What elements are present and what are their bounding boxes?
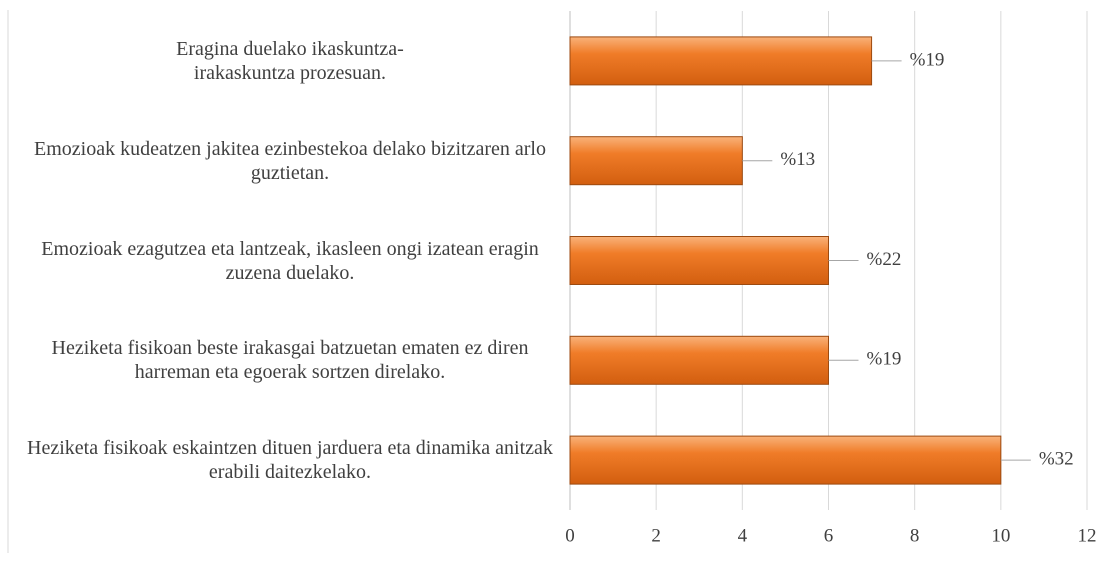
x-tick-label: 0 — [565, 525, 575, 546]
category-label: Eragina duelako ikaskuntza-irakaskuntza … — [176, 37, 404, 84]
category-label: Heziketa fisikoak eskaintzen dituen jard… — [27, 437, 553, 484]
bar — [569, 435, 1002, 485]
bar — [569, 335, 829, 385]
x-tick-label: 12 — [1078, 525, 1097, 546]
category-label: Heziketa fisikoan beste irakasgai batzue… — [51, 337, 529, 384]
x-tick-label: 4 — [738, 525, 748, 546]
bar — [569, 236, 829, 285]
category-label: Emozioak kudeatzen jakitea ezinbestekoa … — [34, 137, 546, 184]
x-tick-label: 6 — [824, 525, 834, 546]
data-label: %13 — [780, 149, 815, 170]
data-label: %19 — [910, 49, 945, 70]
data-label: %22 — [867, 249, 902, 270]
bar — [569, 36, 873, 86]
x-tick-label: 2 — [651, 525, 661, 546]
bar — [569, 136, 743, 186]
x-tick-label: 10 — [991, 525, 1010, 546]
x-tick-label: 8 — [910, 525, 920, 546]
category-label: Emozioak ezagutzea eta lantzeak, ikaslee… — [41, 237, 539, 284]
data-label: %32 — [1039, 448, 1074, 469]
data-label: %19 — [867, 349, 902, 370]
